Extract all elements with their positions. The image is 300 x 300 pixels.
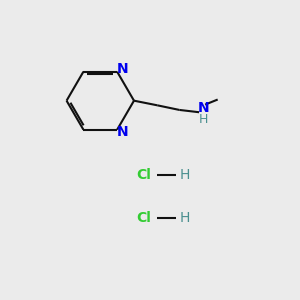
Text: Cl: Cl bbox=[136, 168, 151, 182]
Text: H: H bbox=[180, 212, 190, 226]
Text: N: N bbox=[117, 124, 129, 139]
Text: N: N bbox=[117, 62, 129, 76]
Text: N: N bbox=[197, 101, 209, 115]
Text: H: H bbox=[199, 113, 208, 126]
Text: H: H bbox=[180, 168, 190, 182]
Text: Cl: Cl bbox=[136, 212, 151, 226]
